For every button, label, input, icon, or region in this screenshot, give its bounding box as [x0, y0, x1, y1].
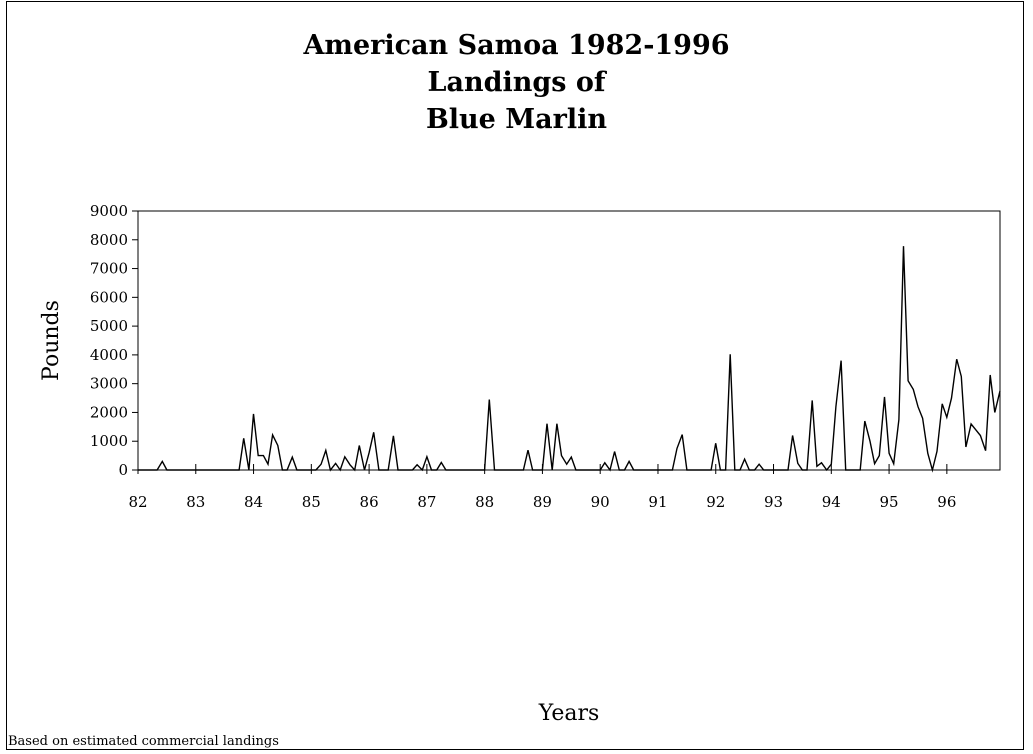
y-tick-label: 4000 — [90, 346, 128, 364]
x-tick-label: 89 — [533, 493, 552, 511]
y-tick-label: 8000 — [90, 231, 128, 249]
y-tick-label: 0 — [118, 461, 128, 479]
chart-title-line-1: American Samoa 1982-1996 — [303, 30, 730, 61]
x-tick-label: 90 — [591, 493, 610, 511]
chart-title-line-3: Blue Marlin — [425, 104, 608, 135]
series-layer — [138, 246, 1001, 473]
chart-title: American Samoa 1982-1996 Landings of Blu… — [0, 27, 1033, 138]
x-tick-label: 86 — [360, 493, 379, 511]
y-tick-label: 7000 — [90, 260, 128, 278]
x-tick-label: 83 — [186, 493, 205, 511]
x-tick-label: 87 — [417, 493, 436, 511]
y-axis-title: Pounds — [39, 300, 64, 381]
y-axis-ticks: 0 1000 2000 3000 4000 5000 6000 7000 8000 9000 — [90, 202, 138, 479]
x-tick-label: 95 — [880, 493, 899, 511]
x-axis-title: Years — [538, 701, 600, 726]
y-tick-label: 9000 — [90, 202, 128, 220]
chart-title-line-2: Landings of — [427, 67, 606, 98]
y-tick-label: 1000 — [90, 432, 128, 450]
x-tick-label: 92 — [706, 493, 725, 511]
x-tick-label: 94 — [822, 493, 841, 511]
y-tick-label: 5000 — [90, 317, 128, 335]
x-tick-label: 85 — [302, 493, 321, 511]
x-tick-label: 82 — [128, 493, 147, 511]
x-tick-label: 84 — [244, 493, 263, 511]
y-tick-label: 2000 — [90, 403, 128, 421]
y-tick-label: 3000 — [90, 375, 128, 393]
x-tick-label: 93 — [764, 493, 783, 511]
x-tick-label: 91 — [648, 493, 667, 511]
footnote: Based on estimated commercial landings — [8, 734, 279, 749]
y-tick-label: 6000 — [90, 288, 128, 306]
x-tick-label: 88 — [475, 493, 494, 511]
x-tick-label: 96 — [937, 493, 956, 511]
x-axis-ticks: 82 83 84 85 86 87 88 89 90 91 92 93 94 95 96 — [128, 464, 956, 511]
chart-frame — [6, 1, 1024, 750]
series-line — [138, 246, 1001, 473]
plot-area — [137, 210, 1001, 471]
